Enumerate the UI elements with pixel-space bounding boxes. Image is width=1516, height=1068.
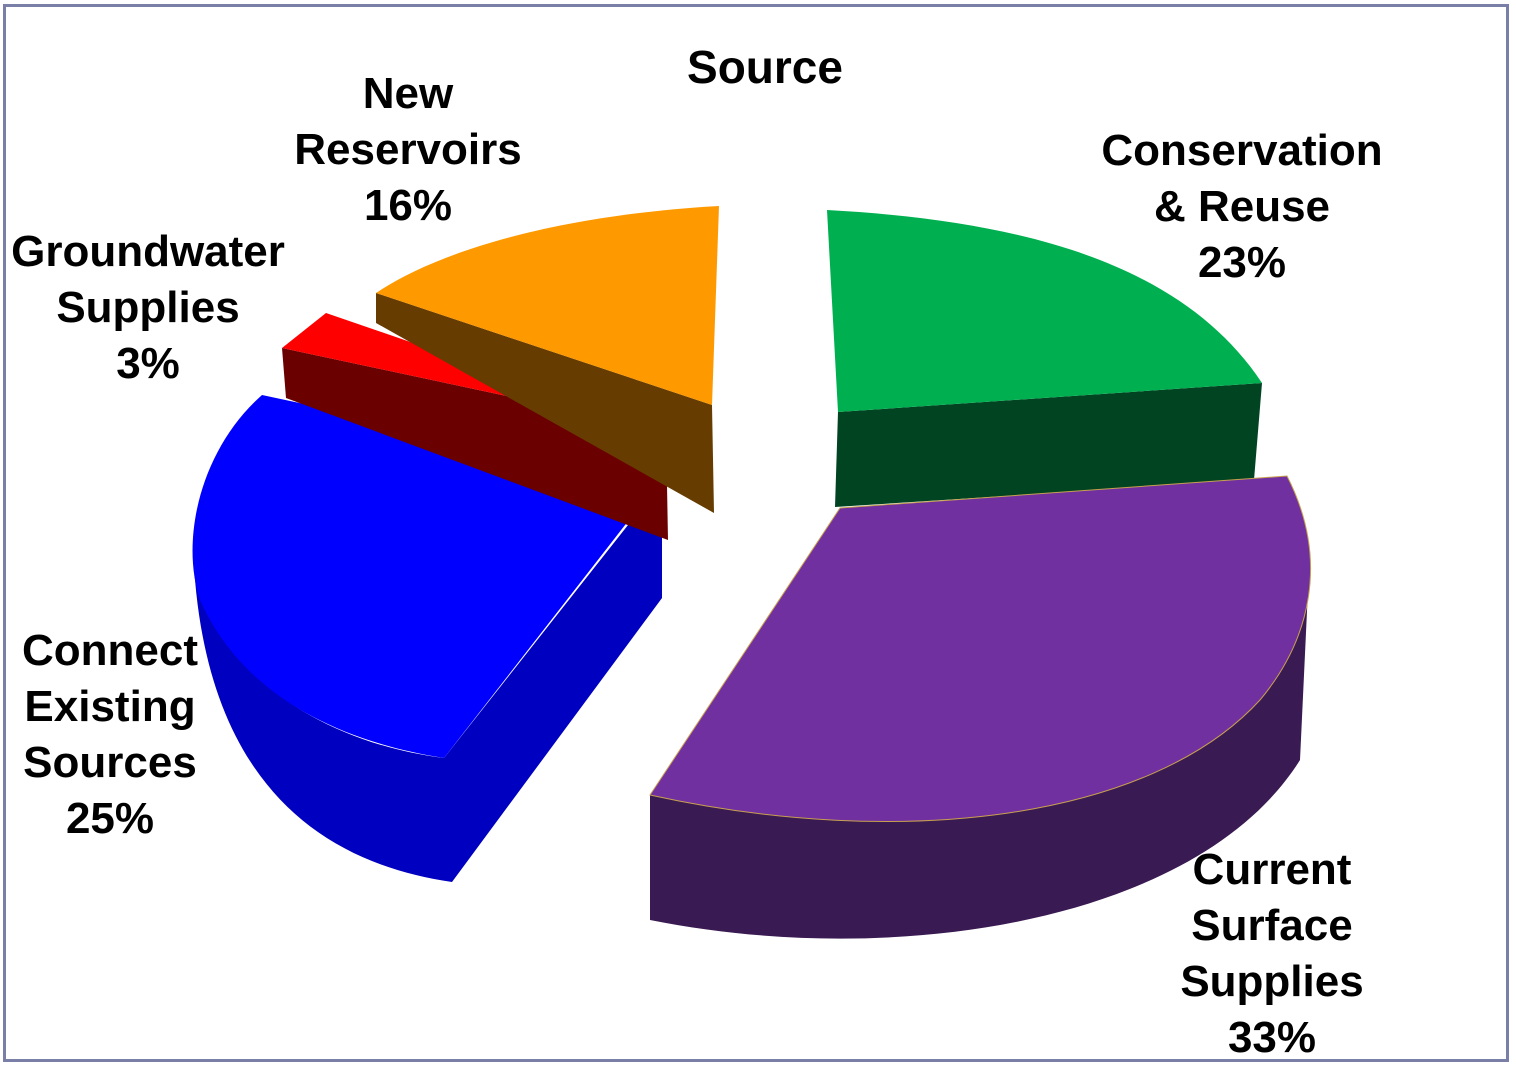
- label-conservation-reuse-line2: & Reuse: [1154, 182, 1330, 231]
- slice-new-reservoirs-side: [376, 293, 714, 513]
- label-connect-existing-sources-line2: Existing: [24, 682, 195, 731]
- slice-conservation-reuse-top: [827, 210, 1262, 412]
- slice-new-reservoirs-top: [376, 206, 719, 405]
- label-connect-existing-sources: Connect Existing Sources 25%: [22, 626, 198, 843]
- slice-conservation-reuse-side: [835, 383, 1262, 507]
- slice-connect-existing-sources-side: [193, 482, 662, 882]
- slice-current-surface-supplies-top: [649, 475, 1312, 822]
- label-groundwater-supplies-line1: Groundwater: [11, 227, 285, 276]
- label-groundwater-supplies-pct: 3%: [116, 339, 180, 388]
- label-current-surface-supplies-line3: Supplies: [1180, 957, 1363, 1006]
- label-current-surface-supplies: Current Surface Supplies 33%: [1180, 845, 1363, 1062]
- chart-title: Source: [687, 41, 843, 93]
- label-new-reservoirs-pct: 16%: [364, 181, 452, 230]
- label-connect-existing-sources-line3: Sources: [23, 738, 197, 787]
- slice-new-reservoirs: [376, 206, 719, 513]
- label-current-surface-supplies-line2: Surface: [1191, 901, 1352, 950]
- slice-current-surface-supplies: [649, 475, 1312, 939]
- label-conservation-reuse: Conservation & Reuse 23%: [1101, 126, 1382, 287]
- label-current-surface-supplies-line1: Current: [1193, 845, 1352, 894]
- label-conservation-reuse-line1: Conservation: [1101, 126, 1382, 175]
- label-new-reservoirs: New Reservoirs 16%: [294, 69, 521, 230]
- label-conservation-reuse-pct: 23%: [1198, 238, 1286, 287]
- label-connect-existing-sources-line1: Connect: [22, 626, 198, 675]
- label-new-reservoirs-line2: Reservoirs: [294, 125, 521, 174]
- label-new-reservoirs-line1: New: [363, 69, 454, 118]
- slice-groundwater-supplies-side: [282, 348, 668, 540]
- slice-current-surface-supplies-side: [650, 590, 1308, 939]
- label-groundwater-supplies: Groundwater Supplies 3%: [11, 227, 285, 388]
- label-groundwater-supplies-line2: Supplies: [56, 283, 239, 332]
- label-current-surface-supplies-pct: 33%: [1228, 1013, 1316, 1062]
- label-connect-existing-sources-pct: 25%: [66, 794, 154, 843]
- slice-conservation-reuse: [827, 210, 1262, 507]
